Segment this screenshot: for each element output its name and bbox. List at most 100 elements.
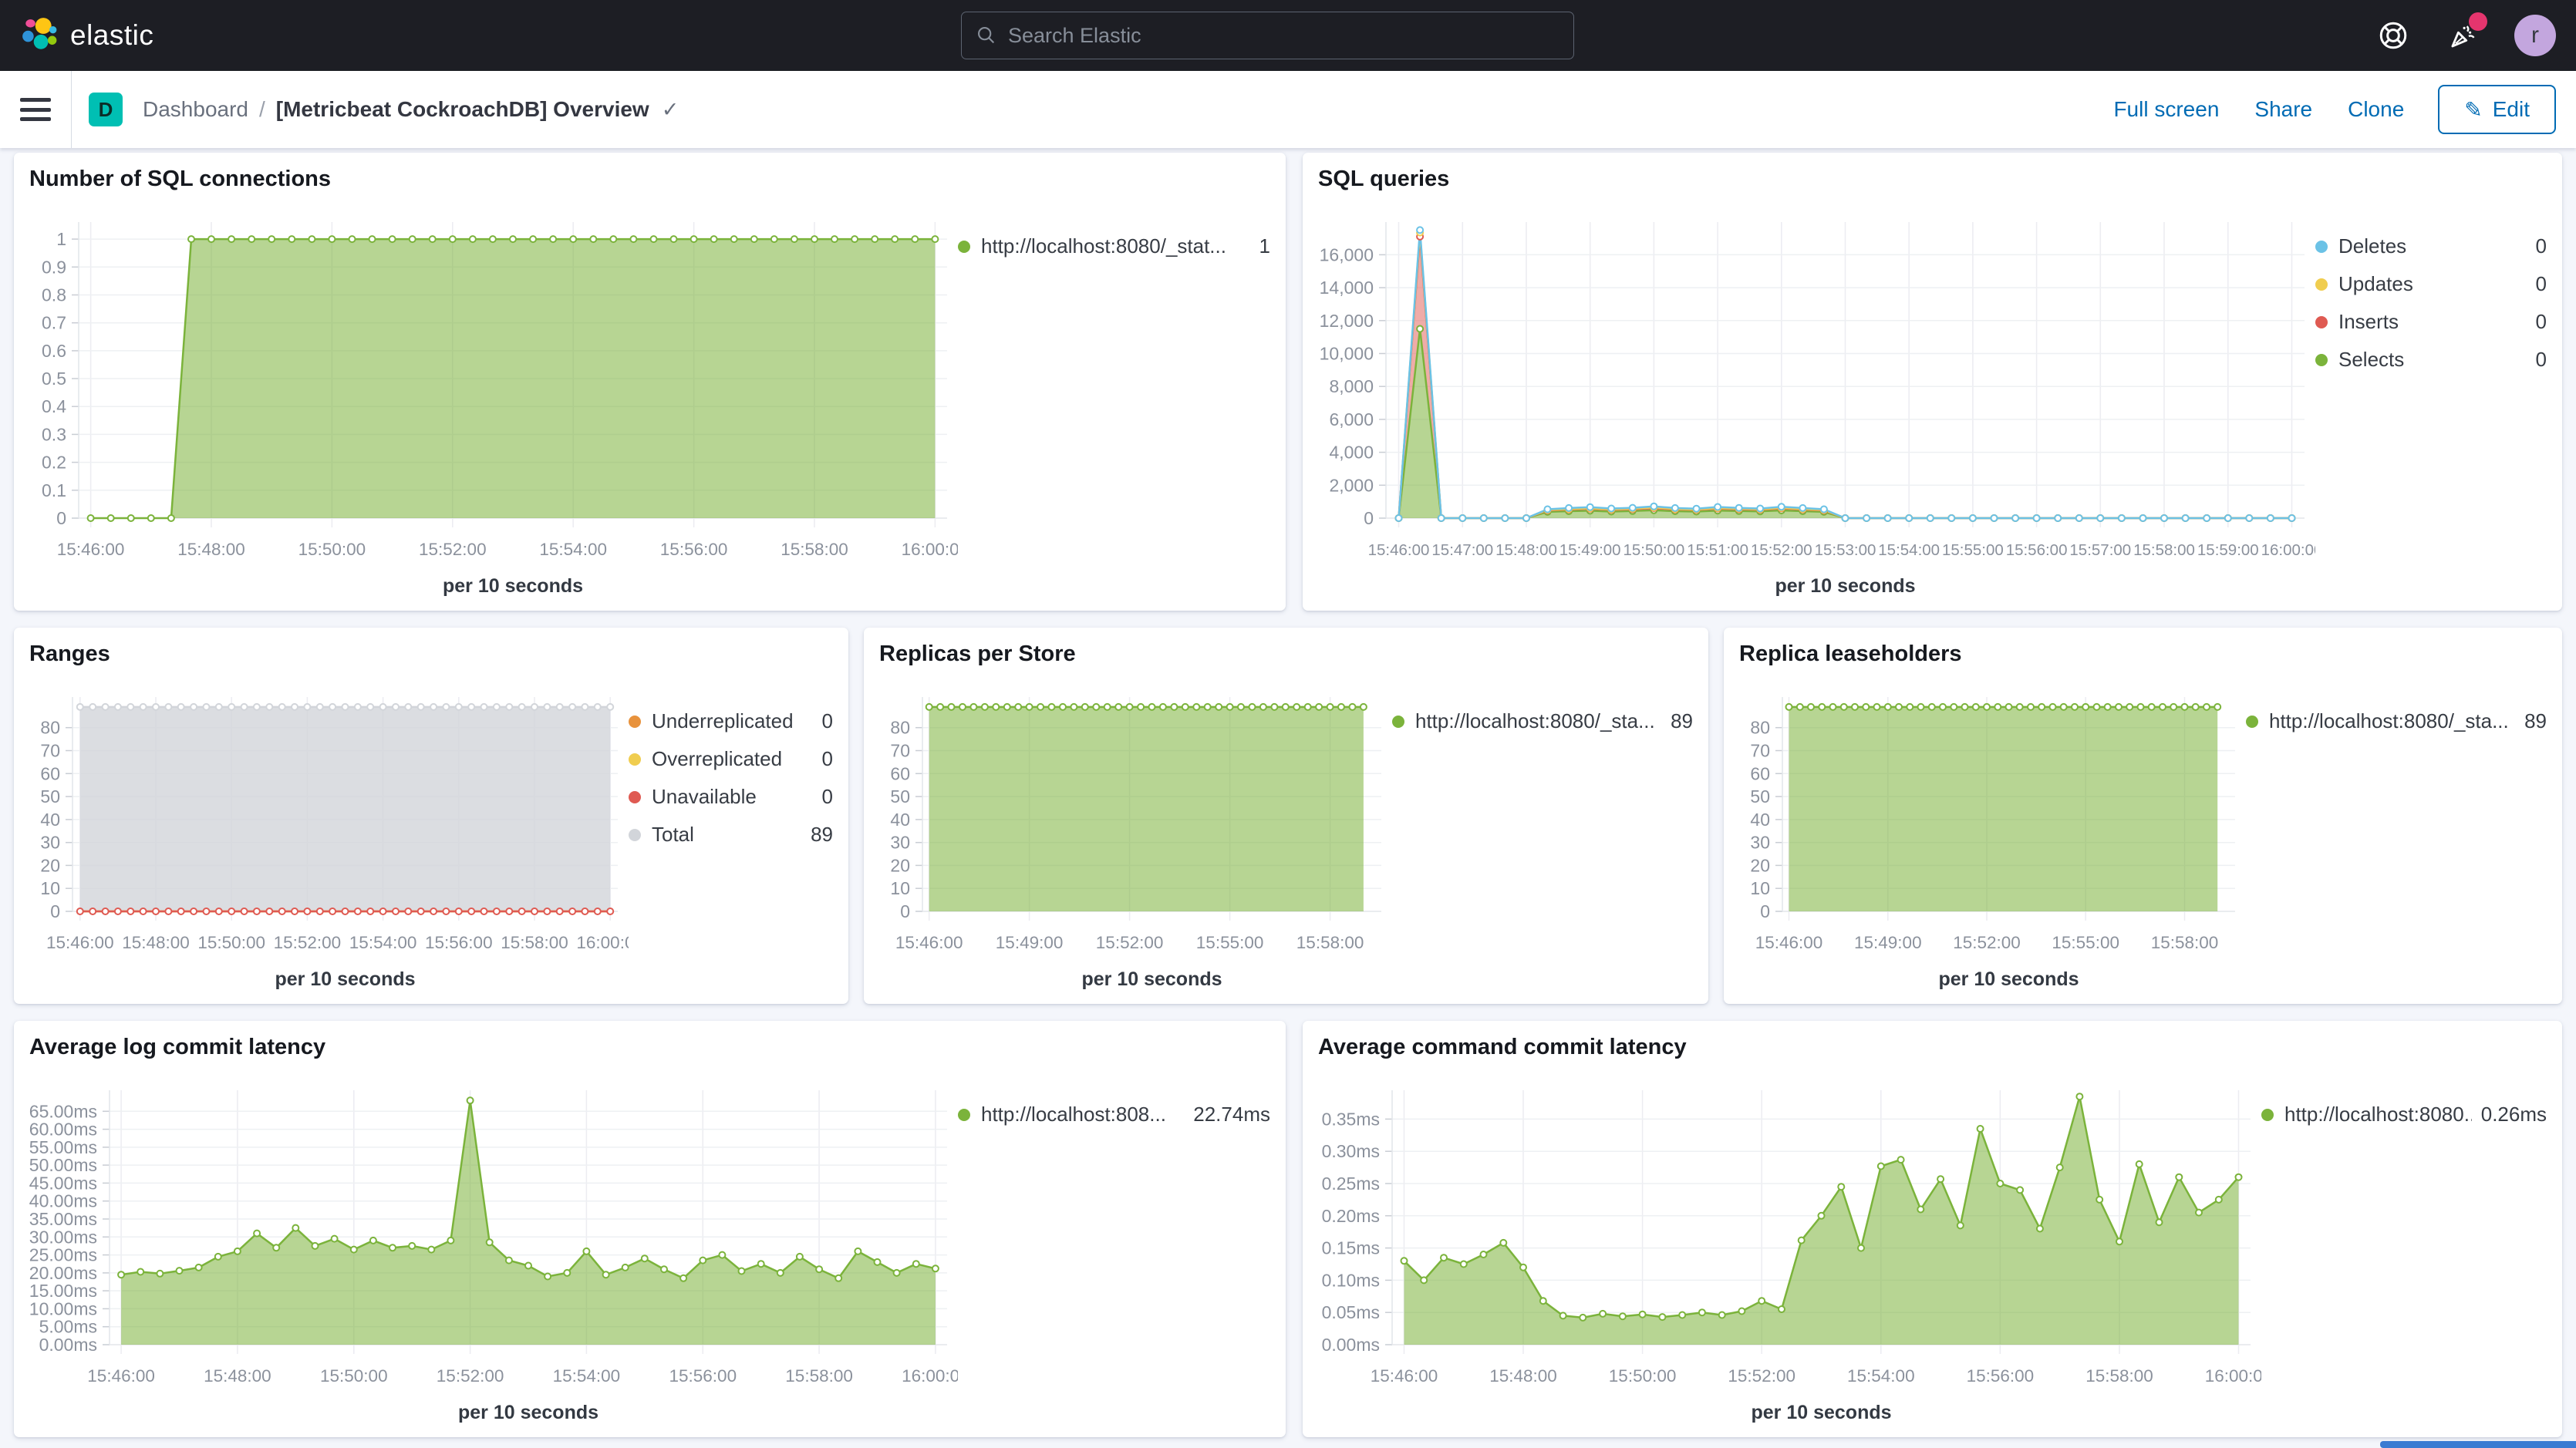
svg-text:15:50:00: 15:50:00: [1623, 541, 1684, 559]
global-search[interactable]: [961, 12, 1574, 59]
legend-item[interactable]: Total 89: [629, 823, 833, 847]
full-screen-button[interactable]: Full screen: [2113, 97, 2220, 121]
svg-text:15:46:00: 15:46:00: [46, 933, 114, 952]
series-color-dot: [629, 715, 641, 728]
legend-item[interactable]: http://localhost:8080/_sta... 89: [2246, 709, 2547, 733]
svg-text:35.00ms: 35.00ms: [29, 1209, 97, 1229]
title-check-icon[interactable]: ✓: [661, 97, 679, 121]
elastic-logo-icon: [22, 18, 57, 49]
svg-text:15:49:00: 15:49:00: [996, 933, 1064, 952]
svg-text:30: 30: [40, 833, 60, 853]
svg-text:0: 0: [900, 901, 910, 921]
legend-item[interactable]: Overreplicated 0: [629, 747, 833, 771]
clone-button[interactable]: Clone: [2348, 97, 2405, 121]
legend-value: 89: [2524, 709, 2547, 732]
share-button[interactable]: Share: [2254, 97, 2313, 121]
svg-text:0: 0: [1364, 508, 1374, 528]
help-button[interactable]: [2375, 18, 2411, 53]
svg-text:per 10 seconds: per 10 seconds: [1938, 968, 2079, 990]
legend-item[interactable]: Deletes 0: [2315, 234, 2547, 258]
svg-text:20: 20: [1750, 855, 1770, 875]
svg-text:15:57:00: 15:57:00: [2069, 541, 2131, 559]
space-avatar[interactable]: D: [89, 93, 123, 126]
legend-item[interactable]: Inserts 0: [2315, 310, 2547, 334]
svg-text:16:00:00: 16:00:00: [576, 933, 629, 952]
menu-button[interactable]: [20, 98, 51, 121]
breadcrumb-dashboard-link[interactable]: Dashboard: [143, 97, 248, 121]
panel-title: Number of SQL connections: [29, 167, 332, 191]
svg-text:0.10ms: 0.10ms: [1322, 1270, 1380, 1290]
svg-text:0.35ms: 0.35ms: [1322, 1109, 1380, 1129]
series-color-dot: [629, 753, 641, 766]
panel-sql-connections: Number of SQL connections 0 0.1 0.2 0.3 0.4 0…: [14, 153, 1286, 611]
breadcrumb-toolbar: D Dashboard / [Metricbeat CockroachDB] O…: [0, 71, 2576, 148]
user-avatar[interactable]: r: [2514, 15, 2556, 56]
legend-value: 0: [821, 747, 833, 770]
svg-text:0.25ms: 0.25ms: [1322, 1174, 1380, 1194]
svg-text:50: 50: [40, 786, 60, 807]
svg-text:per 10 seconds: per 10 seconds: [458, 1402, 598, 1423]
svg-text:15:58:00: 15:58:00: [785, 1366, 853, 1386]
search-input[interactable]: [1008, 23, 1559, 48]
series-color-dot: [2315, 315, 2328, 328]
svg-text:16:00:00: 16:00:00: [2261, 541, 2315, 559]
panel-title: Replicas per Store: [879, 641, 1076, 666]
svg-text:40: 40: [890, 810, 910, 830]
svg-text:15:52:00: 15:52:00: [1096, 933, 1164, 952]
sql-connections-chart: 0 0.1 0.2 0.3 0.4 0.5 0.6 0.7 0.8 0.9 1 15:46:00 15:…: [42, 222, 958, 597]
svg-text:50.00ms: 50.00ms: [29, 1155, 97, 1175]
svg-text:15:52:00: 15:52:00: [419, 540, 487, 559]
svg-text:15:55:00: 15:55:00: [1942, 541, 2004, 559]
breadcrumb: Dashboard / [Metricbeat CockroachDB] Ove…: [143, 97, 679, 122]
legend-item[interactable]: http://localhost:8080/_sta... 89: [1392, 709, 1693, 733]
svg-text:15:56:00: 15:56:00: [1967, 1366, 2035, 1386]
legend-item[interactable]: Underreplicated 0: [629, 709, 833, 733]
svg-text:per 10 seconds: per 10 seconds: [1751, 1402, 1891, 1423]
svg-text:15:46:00: 15:46:00: [87, 1366, 155, 1386]
svg-text:15:58:00: 15:58:00: [781, 540, 848, 559]
series-color-dot: [2315, 278, 2328, 291]
legend-item[interactable]: Unavailable 0: [629, 785, 833, 809]
svg-text:0: 0: [50, 901, 60, 921]
svg-text:0.00ms: 0.00ms: [1322, 1335, 1380, 1355]
chart-legend: http://localhost:808... 22.74ms: [958, 1062, 1270, 1431]
svg-text:0.8: 0.8: [42, 285, 66, 305]
chart-legend: Underreplicated 0 Overreplicated 0 Unavailab…: [629, 669, 833, 998]
legend-item[interactable]: http://localhost:8080/_stat... 1: [958, 234, 1270, 258]
life-ring-icon: [2379, 22, 2407, 49]
legend-value: 0: [821, 785, 833, 808]
edit-button[interactable]: ✎ Edit: [2438, 85, 2556, 134]
horizontal-scrollbar-thumb[interactable]: [2380, 1441, 2576, 1448]
legend-label: Inserts: [2338, 310, 2399, 333]
legend-item[interactable]: http://localhost:8080... 0.26ms: [2261, 1103, 2547, 1126]
svg-text:15.00ms: 15.00ms: [29, 1281, 97, 1301]
legend-value: 0: [2535, 272, 2547, 295]
legend-label: Total: [652, 823, 694, 846]
legend-value: 0.26ms: [2480, 1103, 2547, 1126]
svg-text:15:55:00: 15:55:00: [1196, 933, 1264, 952]
svg-text:30: 30: [1750, 833, 1770, 853]
svg-text:0.9: 0.9: [42, 257, 66, 277]
svg-text:15:56:00: 15:56:00: [669, 1366, 737, 1386]
legend-item[interactable]: Selects 0: [2315, 348, 2547, 372]
svg-text:15:47:00: 15:47:00: [1431, 541, 1493, 559]
elastic-logo[interactable]: elastic: [20, 16, 153, 55]
series-color-dot: [2246, 715, 2258, 728]
notification-badge: [2469, 12, 2487, 31]
svg-text:60: 60: [890, 763, 910, 783]
svg-text:60.00ms: 60.00ms: [29, 1120, 97, 1140]
party-popper-icon: [2451, 25, 2475, 48]
legend-value: 0: [2535, 348, 2547, 371]
legend-value: 89: [1671, 709, 1693, 732]
svg-text:15:54:00: 15:54:00: [1878, 541, 1940, 559]
panel-title: Average command commit latency: [1318, 1035, 1687, 1059]
newsfeed-button[interactable]: [2445, 12, 2487, 53]
svg-text:8,000: 8,000: [1329, 376, 1374, 396]
legend-item[interactable]: Updates 0: [2315, 272, 2547, 296]
svg-text:per 10 seconds: per 10 seconds: [275, 968, 415, 990]
svg-text:15:46:00: 15:46:00: [57, 540, 125, 559]
legend-item[interactable]: http://localhost:808... 22.74ms: [958, 1103, 1270, 1126]
svg-text:16,000: 16,000: [1320, 244, 1374, 264]
